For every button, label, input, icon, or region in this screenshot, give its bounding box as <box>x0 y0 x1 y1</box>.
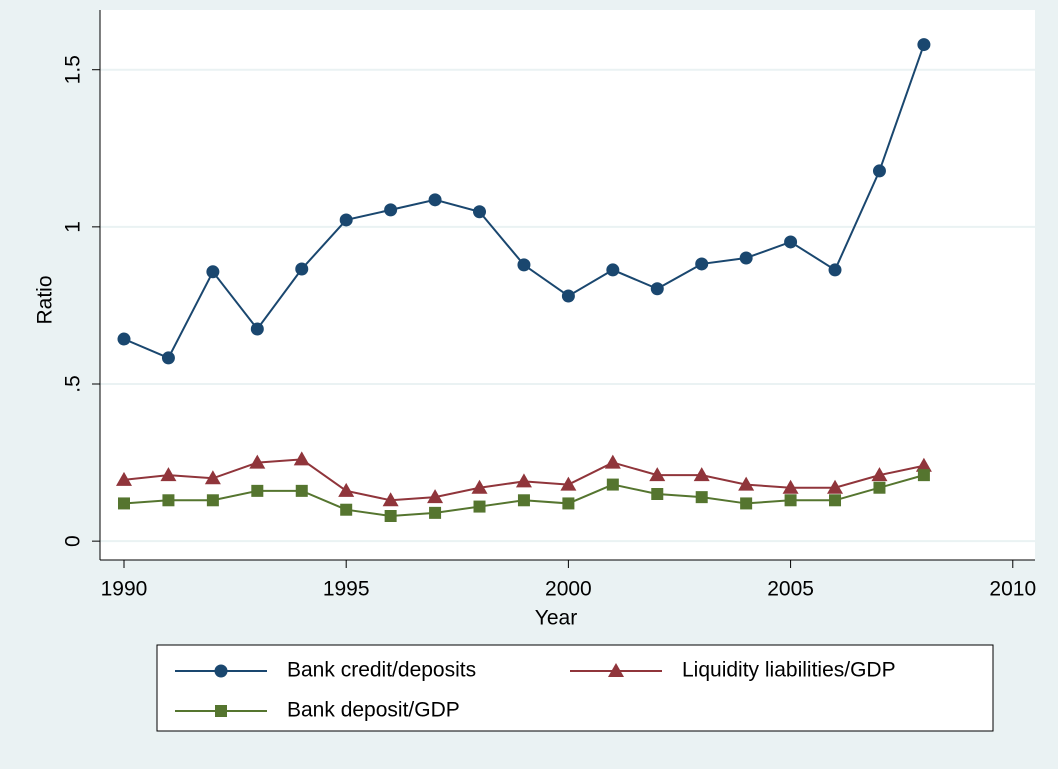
data-point <box>695 491 708 504</box>
data-point <box>340 503 353 516</box>
legend-marker <box>215 705 227 717</box>
data-point <box>517 258 531 272</box>
data-point <box>606 263 620 277</box>
x-tick-label: 1990 <box>101 578 148 601</box>
data-point <box>473 205 487 219</box>
data-point <box>384 510 397 522</box>
data-point <box>338 482 355 497</box>
data-point <box>162 494 175 507</box>
legend-marker <box>214 664 228 678</box>
data-point <box>115 471 132 486</box>
data-point <box>651 488 664 500</box>
data-point <box>693 467 710 482</box>
x-axis-title: Year <box>535 607 577 630</box>
data-point <box>161 351 175 365</box>
data-point <box>739 251 753 265</box>
data-point <box>293 451 310 466</box>
data-point <box>917 469 930 482</box>
data-point <box>206 494 219 507</box>
data-point <box>650 282 664 296</box>
data-point <box>604 454 621 469</box>
data-point <box>427 489 444 504</box>
data-point <box>695 257 709 271</box>
data-point <box>782 479 799 494</box>
data-point <box>517 494 530 507</box>
data-point <box>561 289 575 303</box>
legend-box <box>156 644 994 732</box>
plot-area <box>100 10 1035 560</box>
y-tick-label: 1 <box>62 221 85 233</box>
data-point <box>384 203 398 217</box>
data-point <box>873 481 886 494</box>
legend-label: Liquidity liabilities/GDP <box>682 659 896 682</box>
data-point <box>251 484 264 497</box>
data-point <box>206 265 220 279</box>
x-tick-label: 2000 <box>545 578 592 601</box>
data-point <box>871 467 888 482</box>
y-axis-title: Ratio <box>34 275 57 324</box>
data-point <box>295 484 308 497</box>
data-point <box>917 38 931 52</box>
legend-marker <box>608 663 624 677</box>
data-point <box>740 497 753 510</box>
data-point <box>872 164 886 178</box>
data-point <box>249 454 266 469</box>
data-point <box>117 497 130 510</box>
data-point <box>471 479 488 494</box>
data-point <box>428 193 442 207</box>
data-point <box>515 473 532 488</box>
x-tick-label: 2005 <box>767 578 814 601</box>
data-point <box>429 506 442 519</box>
data-point <box>160 467 177 482</box>
data-point <box>204 470 221 485</box>
data-point <box>473 500 486 513</box>
data-point <box>828 263 842 277</box>
x-tick-label: 2010 <box>989 578 1036 601</box>
data-point <box>562 497 575 510</box>
data-point <box>117 332 131 346</box>
data-point <box>649 467 666 482</box>
legend-label: Bank deposit/GDP <box>287 699 460 722</box>
y-tick-label: 1.5 <box>62 55 85 84</box>
data-point <box>829 494 842 507</box>
data-point <box>382 492 399 507</box>
data-point <box>915 457 932 472</box>
data-point <box>784 494 797 507</box>
x-tick-label: 1995 <box>323 578 370 601</box>
data-point <box>339 213 353 227</box>
y-tick-label: 0 <box>62 535 85 547</box>
data-point <box>784 235 798 249</box>
data-point <box>827 479 844 494</box>
y-tick-label: .5 <box>62 375 85 393</box>
data-point <box>606 478 619 491</box>
data-point <box>250 322 264 336</box>
legend-label: Bank credit/deposits <box>287 659 476 682</box>
data-point <box>560 476 577 491</box>
data-point <box>738 476 755 491</box>
data-point <box>295 262 309 276</box>
